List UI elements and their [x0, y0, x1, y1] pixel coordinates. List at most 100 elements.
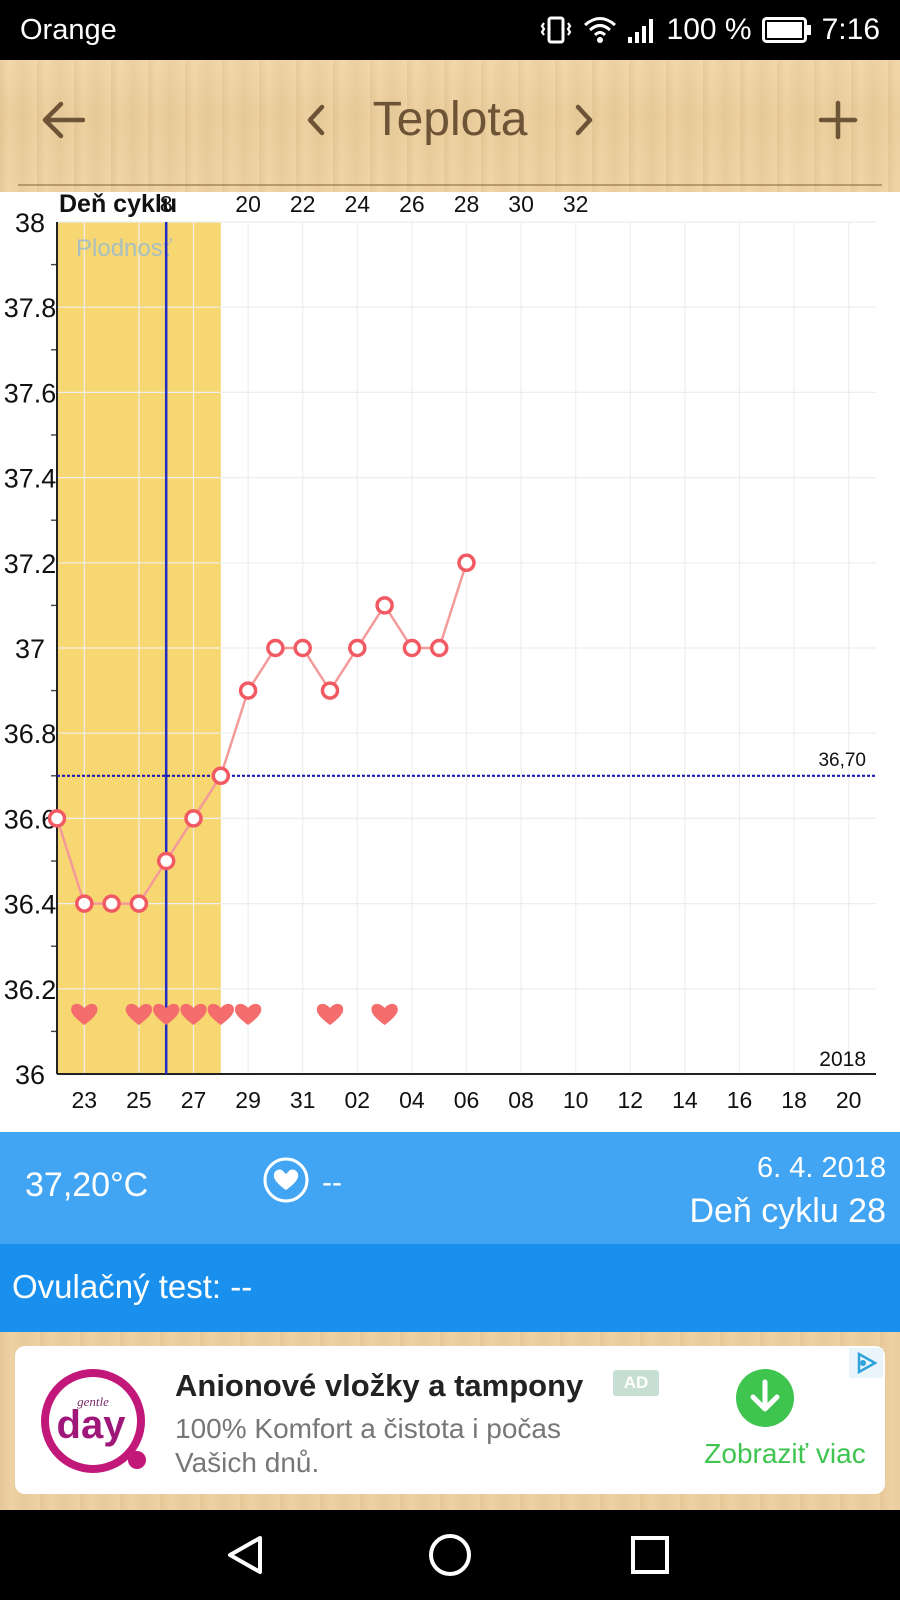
top-tick-label: 30: [508, 192, 534, 217]
temperature-point: [375, 596, 394, 615]
temperature-point: [402, 638, 422, 658]
toolbar-divider: [18, 184, 882, 186]
carrier-name: Orange: [20, 14, 117, 46]
top-tick-label: 28: [454, 192, 480, 217]
temperature-point: [238, 681, 258, 700]
cycle-day: Deň cyklu 28: [689, 1192, 886, 1230]
fertile-window-label: Plodnosť: [76, 235, 173, 262]
x-tick-label: 18: [781, 1087, 807, 1113]
temperature-point: [429, 638, 449, 658]
intercourse-heart-icon: [316, 1003, 344, 1025]
day-info-panel: 37,20°C -- 6. 4. 2018 Deň cyklu 28: [0, 1132, 900, 1244]
clock: 7:16: [821, 13, 880, 46]
battery-icon: [761, 17, 811, 43]
intercourse-heart-icon: [71, 1003, 98, 1025]
back-button[interactable]: [32, 90, 92, 150]
x-tick-label: 12: [618, 1087, 644, 1113]
intercourse-heart-icon: [180, 1003, 207, 1025]
intercourse-heart-icon: [153, 1003, 180, 1025]
x-tick-label: 31: [290, 1087, 316, 1113]
wifi-icon: [583, 17, 616, 43]
adchoices-icon[interactable]: [849, 1348, 883, 1378]
heart-icon[interactable]: [262, 1156, 310, 1204]
ad-cta-button[interactable]: Zobraziť viac: [704, 1438, 866, 1469]
intercourse-heart-icon: [371, 1003, 398, 1025]
svg-text:day: day: [57, 1403, 127, 1447]
ovulation-test-title: Ovulačný test:: [12, 1268, 222, 1305]
y-tick-label: 37.8: [4, 293, 57, 323]
intercourse-value: --: [322, 1166, 342, 1199]
ovulation-test-value: --: [230, 1268, 253, 1305]
add-button[interactable]: [808, 90, 868, 150]
temperature-chart[interactable]: Plodnosť 36,70 38 37.8 37.6 37.4 37.2 37 36.8 36.…: [0, 190, 900, 1132]
top-tick-label: 26: [399, 192, 425, 217]
y-tick-label: 37.6: [4, 378, 57, 408]
y-tick-label: 36: [15, 1060, 45, 1090]
temperature-point: [211, 766, 231, 786]
x-tick-label: 10: [563, 1087, 589, 1113]
page-title: Teplota: [372, 93, 528, 146]
y-tick-label: 36.6: [4, 804, 57, 834]
next-button[interactable]: [554, 90, 614, 150]
temperature-point: [75, 894, 94, 913]
top-axis-label: Deň cyklu: [59, 192, 177, 218]
nav-recents-icon[interactable]: [625, 1530, 675, 1580]
vibrate-icon: [540, 16, 571, 44]
signal-icon: [627, 19, 653, 43]
x-tick-label: 08: [508, 1087, 534, 1113]
y-tick-label: 36.8: [4, 719, 57, 749]
x-tick-label: 14: [672, 1087, 698, 1113]
ad-container: gentle day Anionové vložky a tampony AD …: [0, 1332, 900, 1510]
nav-home-icon[interactable]: [425, 1530, 475, 1580]
temperature-point: [102, 894, 121, 913]
x-tick-label: 06: [454, 1087, 480, 1113]
intercourse-heart-icon: [207, 1003, 234, 1025]
status-icons: 100 % 7:16: [539, 12, 880, 48]
temperature-point: [293, 638, 312, 658]
x-tick-label: 16: [727, 1087, 753, 1113]
chevron-left-icon: [307, 104, 325, 136]
prev-button[interactable]: [286, 90, 346, 150]
x-tick-label: 20: [836, 1087, 862, 1113]
top-tick-label: 8: [160, 192, 173, 217]
chevron-right-icon: [575, 104, 593, 136]
temperature-point: [348, 638, 367, 658]
top-tick-label: 20: [235, 192, 261, 217]
toolbar: Teplota: [0, 60, 900, 192]
ad-badge: AD: [613, 1370, 659, 1396]
temperature-point: [266, 638, 285, 658]
svg-text:gentle: gentle: [77, 1394, 109, 1409]
plus-icon: [818, 100, 858, 140]
download-icon[interactable]: [735, 1368, 795, 1428]
top-tick-label: 22: [290, 192, 316, 217]
y-tick-label: 36.4: [4, 890, 57, 920]
x-tick-label: 02: [345, 1087, 371, 1113]
x-tick-label: 29: [235, 1087, 261, 1113]
temperature-point: [129, 894, 149, 913]
y-tick-label: 36.2: [4, 975, 57, 1005]
y-tick-label: 37.2: [4, 549, 57, 579]
x-tick-label: 04: [399, 1087, 425, 1113]
temperature-point: [320, 681, 340, 700]
ad-description: 100% Komfort a čistota i počas Vašich dn…: [175, 1413, 561, 1478]
y-tick-label: 37.4: [4, 464, 57, 494]
temperature-point: [156, 851, 176, 871]
ad-banner[interactable]: gentle day Anionové vložky a tampony AD …: [15, 1346, 885, 1494]
nav-back-icon[interactable]: [220, 1530, 270, 1580]
temperature-value: 37,20°C: [25, 1166, 149, 1204]
ad-headline: Anionové vložky a tampony: [175, 1368, 584, 1403]
coverline-label: 36,70: [818, 750, 866, 771]
status-bar: Orange 100 % 7:16: [0, 0, 900, 60]
temperature-point: [457, 553, 476, 573]
ovulation-test-row[interactable]: Ovulačný test: --: [0, 1244, 900, 1332]
selected-date: 6. 4. 2018: [757, 1152, 886, 1184]
intercourse-heart-icon: [125, 1003, 153, 1025]
top-tick-label: 24: [345, 192, 371, 217]
temperature-line: [55, 562, 468, 905]
battery-percent: 100 %: [666, 13, 752, 46]
navigation-bar: [0, 1510, 900, 1600]
year-label: 2018: [819, 1048, 866, 1071]
chart-canvas: Plodnosť 36,70 38 37.8 37.6 37.4 37.2 37 36.8 36.…: [4, 190, 876, 1113]
intercourse-heart-icon: [234, 1003, 262, 1025]
arrow-left-icon: [42, 101, 85, 139]
